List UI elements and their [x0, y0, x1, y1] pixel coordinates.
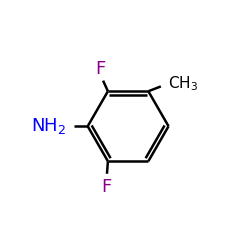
- Text: F: F: [101, 178, 111, 196]
- Text: CH$_3$: CH$_3$: [168, 74, 198, 93]
- Text: NH$_2$: NH$_2$: [31, 116, 66, 136]
- Text: F: F: [95, 60, 105, 78]
